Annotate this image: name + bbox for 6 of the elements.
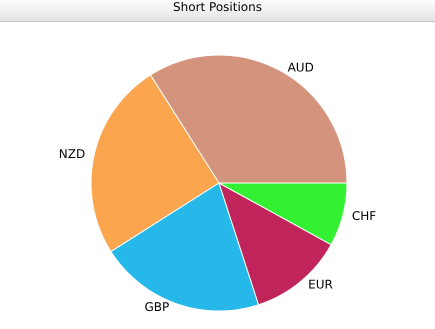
slice-label: CHF [352,208,376,223]
chart-title: Short Positions [0,0,435,22]
slice-label: AUD [288,60,314,74]
slice-label: GBP [144,300,170,314]
slice-label: NZD [58,147,86,162]
slice-label: EUR [308,278,333,292]
